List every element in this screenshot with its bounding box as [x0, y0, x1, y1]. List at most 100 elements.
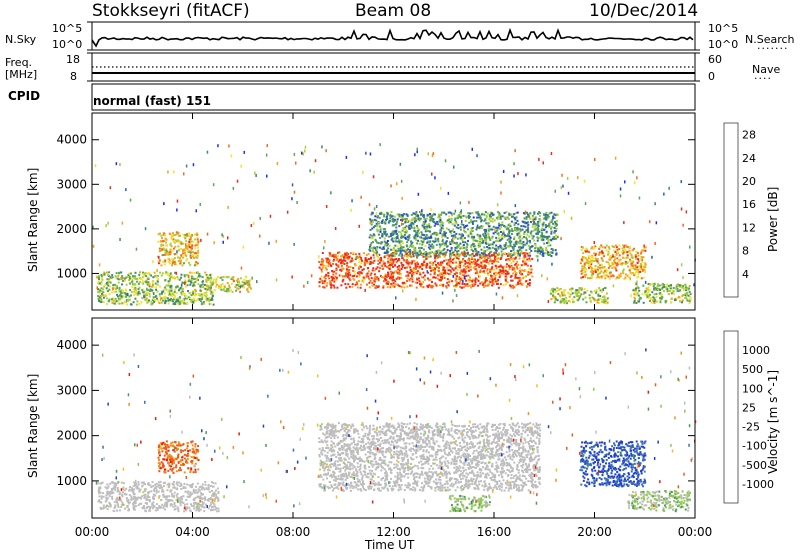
power-cell	[569, 288, 571, 291]
power-cell	[555, 252, 558, 255]
power-cell	[211, 283, 214, 286]
power-cell	[381, 235, 384, 238]
power-cell	[615, 277, 618, 280]
power-cell	[201, 296, 204, 299]
power-cell	[167, 282, 170, 285]
y-tick-label: 1000	[56, 266, 87, 280]
power-cell	[398, 254, 401, 257]
power-cell	[618, 248, 621, 251]
power-cell	[452, 228, 455, 231]
power-cell	[460, 235, 463, 238]
power-noise-cell	[120, 277, 122, 280]
power-cell	[98, 274, 101, 277]
power-cell	[399, 247, 402, 249]
power-cell	[519, 252, 522, 255]
power-cell	[352, 269, 355, 272]
power-cell	[561, 294, 564, 297]
power-cell	[357, 266, 360, 269]
power-cell	[164, 251, 167, 254]
power-cell	[147, 300, 150, 303]
power-cell	[530, 221, 532, 223]
power-noise-cell	[693, 283, 695, 287]
power-cell	[175, 285, 178, 288]
power-cell	[580, 248, 583, 251]
power-cell	[348, 269, 351, 271]
power-cell	[400, 268, 403, 270]
power-cell	[111, 291, 113, 294]
power-cell	[352, 267, 355, 269]
power-cell	[583, 265, 586, 268]
velocity-cell	[109, 482, 112, 485]
power-noise-cell	[293, 190, 296, 194]
power-cell	[396, 237, 399, 240]
power-noise-cell	[96, 286, 98, 290]
power-cell	[370, 223, 373, 226]
power-cell	[499, 228, 501, 231]
power-cell	[379, 237, 381, 239]
power-cell	[133, 277, 136, 279]
power-cell	[393, 258, 396, 261]
power-cell	[151, 302, 154, 305]
power-cell	[137, 288, 140, 290]
power-cell	[598, 247, 601, 250]
velocity-cell	[124, 507, 127, 510]
power-cell	[165, 296, 167, 299]
power-cell	[622, 256, 624, 259]
power-cell	[147, 272, 150, 274]
velocity-cell	[166, 500, 169, 503]
power-cell	[681, 299, 684, 302]
power-cell	[443, 259, 446, 262]
power-cell	[190, 256, 192, 259]
power-cell	[441, 243, 444, 246]
power-cell	[484, 279, 487, 282]
power-cell	[631, 272, 634, 274]
power-cell	[601, 301, 604, 304]
power-cell	[504, 283, 507, 286]
power-cell	[491, 237, 493, 240]
power-cell	[420, 240, 423, 243]
velocity-cell	[203, 488, 206, 491]
power-noise-cell	[105, 224, 107, 228]
power-cell	[580, 270, 583, 273]
power-cell	[464, 260, 467, 262]
power-cell	[595, 289, 598, 292]
power-cell	[161, 272, 164, 275]
power-noise-cell	[355, 255, 358, 259]
power-cell	[358, 273, 361, 276]
power-cell	[422, 214, 425, 217]
velocity-cell	[149, 484, 152, 487]
power-cell	[359, 265, 362, 268]
power-cell	[519, 272, 522, 275]
velocity-cell	[214, 482, 217, 485]
power-cell	[679, 299, 682, 302]
power-cell	[461, 261, 464, 264]
power-cell	[530, 230, 533, 233]
power-cell	[405, 225, 408, 228]
power-cell	[685, 289, 688, 292]
power-cell	[661, 296, 664, 299]
power-cell	[334, 275, 337, 278]
power-cell	[230, 278, 233, 281]
power-cell	[401, 229, 404, 232]
power-cell	[516, 277, 519, 279]
velocity-cell	[100, 495, 103, 498]
power-cell	[450, 249, 453, 251]
power-cell	[448, 221, 450, 224]
power-cell	[461, 286, 464, 289]
power-cell	[449, 252, 452, 255]
power-cell	[507, 226, 510, 229]
power-cell	[548, 235, 551, 238]
power-cell	[413, 230, 416, 232]
power-cell	[515, 222, 517, 224]
power-cell	[434, 282, 437, 285]
power-cell	[575, 289, 578, 292]
power-cell	[129, 289, 132, 291]
power-cell	[391, 254, 394, 257]
power-cell	[468, 284, 471, 287]
power-cell	[125, 283, 128, 286]
power-noise-cell	[185, 164, 188, 168]
power-noise-cell	[643, 244, 645, 248]
power-cell	[456, 269, 459, 272]
power-cell	[400, 240, 403, 243]
power-cell	[167, 257, 170, 260]
